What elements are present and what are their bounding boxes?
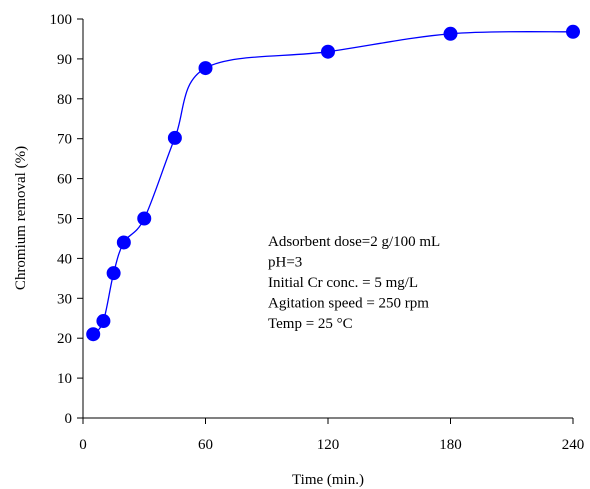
y-tick-label: 100 (50, 12, 73, 28)
annotation-line: Initial Cr conc. = 5 mg/L (268, 275, 418, 291)
x-tick-label: 240 (562, 437, 585, 453)
data-point (116, 235, 131, 250)
y-axis-title: Chromium removal (%) (13, 146, 29, 290)
y-tick-label: 0 (65, 411, 73, 427)
y-tick-label: 70 (57, 132, 72, 148)
data-point (321, 44, 335, 59)
annotation-line: Adsorbent dose=2 g/100 mL (268, 234, 440, 250)
data-point (106, 266, 121, 281)
ticks: 0 10 20 30 40 50 60 70 80 90 100 0 60 120 180 240 (50, 12, 585, 453)
y-tick-label: 80 (57, 92, 72, 108)
y-tick-label: 90 (57, 52, 72, 68)
y-tick-label: 40 (57, 251, 72, 267)
y-tick-label: 60 (57, 172, 72, 188)
x-tick-label: 60 (198, 437, 213, 453)
x-tick-label: 180 (439, 437, 462, 453)
y-tick-label: 30 (57, 291, 72, 307)
data-point (86, 327, 101, 342)
y-tick-label: 50 (57, 212, 72, 228)
annotation-layer: Adsorbent dose=2 g/100 mL pH=3 Initial Cr … (268, 234, 440, 332)
axes (82, 19, 573, 419)
data-point (137, 211, 152, 226)
data-point (198, 61, 213, 76)
x-tick-label: 0 (79, 437, 87, 453)
data-point (443, 26, 458, 41)
data-point (566, 24, 580, 39)
series-layer (86, 24, 580, 342)
annotation-line: pH=3 (268, 255, 302, 271)
annotation-line: Temp = 25 °C (268, 316, 353, 332)
y-tick-label: 20 (57, 331, 72, 347)
data-point (96, 314, 111, 329)
x-tick-label: 120 (317, 437, 340, 453)
data-point (167, 130, 182, 145)
annotation-line: Agitation speed = 250 rpm (268, 296, 429, 312)
y-tick-label: 10 (57, 371, 72, 387)
x-axis-title: Time (min.) (292, 472, 364, 488)
